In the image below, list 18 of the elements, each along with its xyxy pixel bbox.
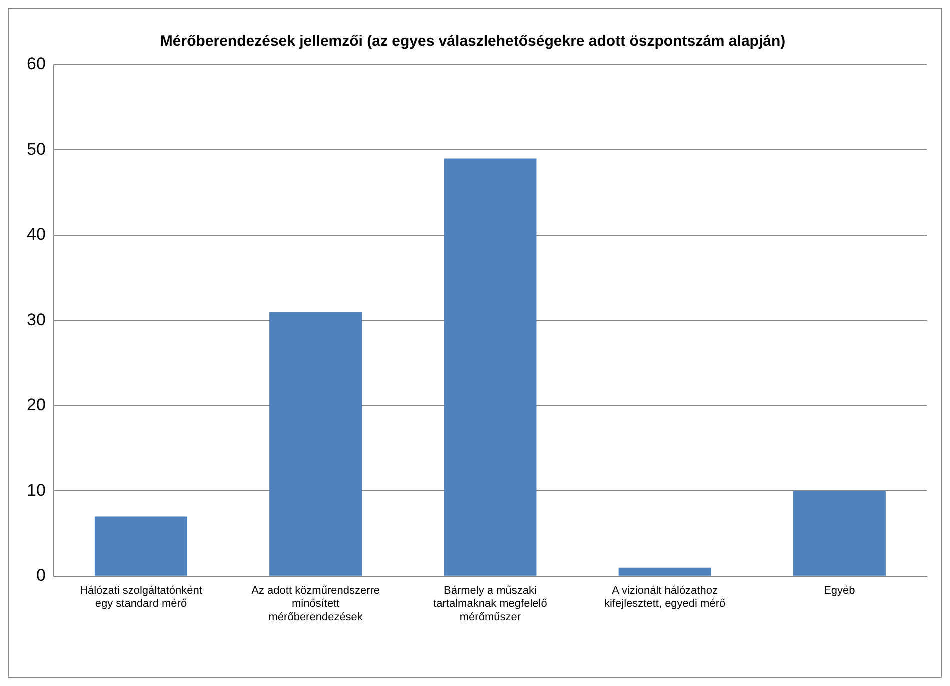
- bar: [270, 312, 362, 576]
- y-tick-label: 20: [26, 396, 46, 415]
- x-tick-label: A vizionált hálózathoz kifejlesztett, egyedi mérő: [604, 585, 726, 610]
- bar: [94, 516, 188, 576]
- x-tick-label: Hálózati szolgáltatónként egy standard mérő: [80, 585, 202, 610]
- y-tick-label: 0: [36, 566, 46, 586]
- bar: [444, 158, 537, 576]
- y-tick-label: 30: [26, 310, 46, 330]
- y-tick-label: 50: [26, 140, 46, 159]
- y-tick-label: 40: [26, 225, 46, 244]
- x-tick-label: Az adott közműrendszerre minősített mérőberendezések: [252, 585, 380, 624]
- y-tick-label: 60: [26, 54, 46, 74]
- bar: [793, 491, 886, 576]
- x-tick-label: Bármely a műszaki tartalmaknak megfelelő mérőműszer: [434, 585, 548, 624]
- y-tick-label: 10: [26, 480, 46, 500]
- chart-title: Mérőberendezések jellemzői (az egyes válaszlehetőségekre adott öszpontszám alapján): [160, 33, 786, 50]
- bar: [618, 568, 712, 576]
- x-tick-label: Egyéb: [824, 585, 856, 598]
